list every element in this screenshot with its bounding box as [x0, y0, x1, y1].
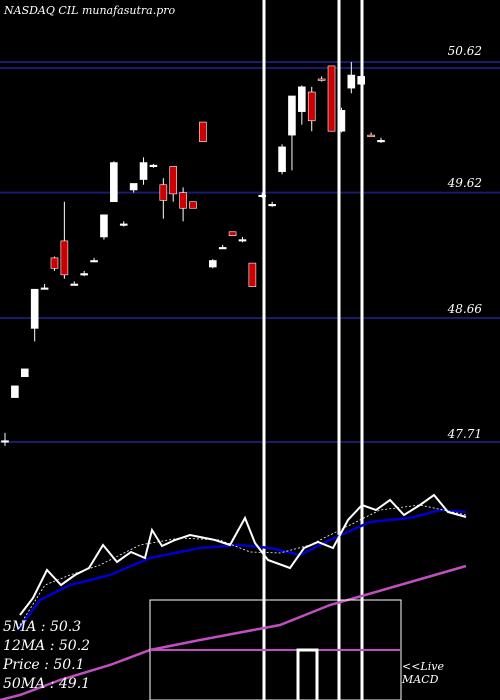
macd-label-live: <<Live — [402, 660, 444, 673]
candle-body — [218, 247, 227, 250]
candle-body — [169, 166, 178, 195]
candle-body — [60, 240, 69, 276]
candle-body — [100, 214, 108, 238]
candle-body — [367, 134, 375, 137]
candle-body — [238, 239, 247, 242]
candle-body — [90, 260, 98, 263]
price-line — [19, 493, 467, 616]
candle-body — [189, 201, 197, 209]
ma-pink-line — [0, 564, 467, 700]
candle-body — [20, 368, 29, 378]
candle-body — [11, 385, 19, 398]
candle-body — [179, 192, 187, 209]
candle-body — [40, 287, 49, 290]
candle-body — [268, 204, 276, 207]
candle-body — [129, 183, 138, 191]
ma50-stat: 50MA : 49.1 — [3, 676, 91, 692]
candle-body — [208, 260, 217, 268]
macd-label: MACD — [402, 673, 439, 686]
candle-body — [317, 78, 326, 81]
macd-histogram-bar — [296, 648, 319, 700]
candle-body — [139, 162, 148, 180]
candle-body — [70, 283, 79, 286]
ma5-stat: 5MA : 50.3 — [3, 619, 82, 635]
candle-body — [258, 194, 267, 197]
candle-body — [149, 164, 158, 167]
candle-body — [199, 121, 207, 142]
candle-body — [110, 162, 118, 203]
candle-body — [288, 95, 296, 136]
candle-body — [119, 223, 128, 226]
candle-body — [347, 74, 356, 89]
price-level-label: 49.62 — [447, 176, 482, 190]
candle-body — [307, 91, 316, 122]
candle-body — [248, 262, 257, 287]
chart-title: NASDAQ CIL munafasutra.pro — [4, 4, 176, 17]
candle-body — [228, 231, 237, 236]
candle-body — [327, 65, 336, 132]
price-level-label: 50.62 — [447, 44, 482, 58]
candle-body — [278, 146, 286, 172]
ma-blue-line — [16, 508, 467, 631]
candle-body — [50, 257, 59, 269]
candle-body — [30, 288, 39, 329]
candle-body — [80, 273, 88, 276]
ma12-stat: 12MA : 50.2 — [3, 638, 91, 654]
candle-body — [377, 140, 385, 143]
price-level-label: 48.66 — [447, 302, 482, 316]
candle-body — [1, 440, 9, 443]
candle-body — [298, 86, 306, 112]
price-stat: Price : 50.1 — [3, 657, 85, 673]
candle-body — [159, 184, 168, 201]
price-level-label: 47.71 — [447, 427, 482, 441]
